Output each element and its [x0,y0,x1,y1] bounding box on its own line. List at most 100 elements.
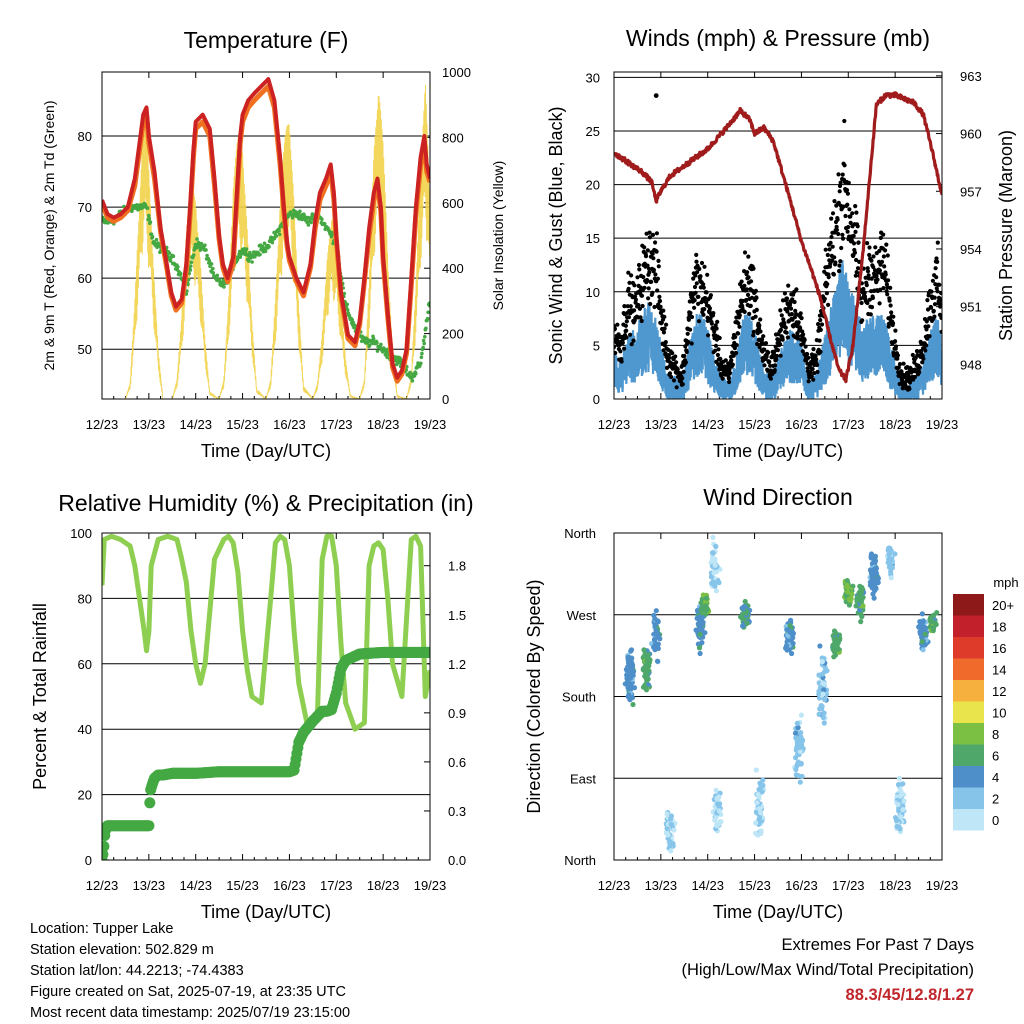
y-tick-label: 80 [78,591,92,606]
x-tick-label: 12/23 [86,878,119,893]
series-total-precipitation [102,646,430,860]
gust-point [720,376,725,381]
direction-point [754,800,760,806]
gust-point [688,327,693,332]
direction-point [897,793,904,799]
y2-tick-label: 0.3 [448,804,466,819]
y-tick-label: 80 [78,129,92,144]
gust-point [744,297,749,303]
gust-point [763,341,769,346]
gust-point [649,279,654,284]
gust-point [932,295,937,300]
gust-point [635,275,640,280]
gust-point [773,363,778,368]
gust-point [817,338,822,343]
direction-point [821,710,827,716]
gust-point [835,217,840,222]
y2-axis-label: Solar Insolation (Yellow) [490,161,506,311]
gust-point [832,199,837,204]
gust-point [923,348,928,353]
gust-point [632,283,637,288]
dewpoint-point [423,334,427,339]
dewpoint-point [203,243,207,247]
gust-point [798,311,803,316]
gust-point [727,379,732,385]
dewpoint-point [353,323,357,328]
gust-point [848,220,853,225]
gust-point [938,302,942,307]
dewpoint-point [383,352,388,357]
y-axis-label: Percent & Total Rainfall [30,603,50,790]
gust-point [667,355,672,360]
direction-point [757,805,763,812]
gust-point [705,272,710,277]
gust-point [938,298,942,303]
y2-tick-label: 951 [960,300,982,315]
gust-point [692,298,697,303]
gust-point [848,214,853,219]
gust-point [867,252,872,258]
gust-point [834,224,839,229]
gust-point [924,319,929,324]
direction-point [793,755,799,761]
y-tick-label: 70 [78,200,92,215]
dewpoint-point [421,345,425,350]
dewpoint-point [178,271,183,276]
direction-point [919,611,925,617]
gust-point [727,367,732,372]
gust-point [837,263,842,268]
direction-point [668,848,674,854]
gust-point [762,363,767,368]
gust-point [670,351,675,356]
direction-point [824,668,830,674]
direction-point [871,595,877,601]
gust-point [646,296,651,301]
gust-point [861,286,866,292]
gust-point [914,349,920,354]
gust-point [782,291,788,296]
gust-point [779,313,784,318]
colorbar-label: 8 [992,727,999,742]
direction-point [816,711,822,717]
gust-point [917,370,922,375]
direction-point [653,627,659,633]
y-tick-label: 10 [586,285,600,300]
direction-point [629,660,635,667]
gust-point [924,327,929,332]
y-tick-label: 25 [586,124,600,139]
y-tick-label: 0 [593,392,600,407]
gust-point [839,245,844,251]
gust-point [775,348,781,353]
gust-point [882,264,887,269]
x-tick-label: 12/23 [598,417,631,432]
gust-point [696,294,701,299]
gust-point [830,258,835,263]
gust-point [680,376,685,381]
gust-point [688,310,693,316]
direction-point [714,823,720,829]
series-2m-temperature [102,77,430,380]
gust-point [637,306,643,311]
gust-point [671,378,677,383]
gust-point [623,323,629,328]
gust-point [681,369,686,374]
colorbar-swatch [953,723,984,745]
direction-point [627,683,634,690]
gust-point [855,224,860,229]
dewpoint-point [309,220,314,225]
plot-area [622,534,940,854]
direction-point [821,720,827,726]
gust-point [895,353,901,358]
gust-point [633,297,639,302]
gust-point [934,275,939,280]
gust-point [845,229,850,234]
direction-point [797,744,804,750]
dewpoint-point [306,223,311,227]
series-sonic-wind [614,260,942,399]
gust-point [619,359,624,364]
dewpoint-point [204,248,208,252]
gust-point [875,277,880,282]
x-tick-label: 15/23 [226,417,259,432]
colorbar-label: 18 [992,619,1006,634]
x-tick-label: 14/23 [691,417,724,432]
